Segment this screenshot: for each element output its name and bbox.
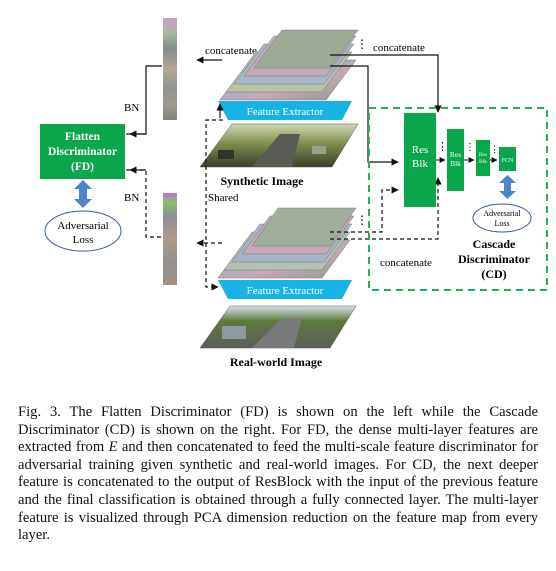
resblk-large-line2: Blk [412, 158, 428, 170]
cd-loss-line1: Adversarial [483, 209, 521, 218]
concat-top-right-label: concatenate [373, 42, 425, 54]
resblk-large [404, 113, 436, 207]
resblk-small-line2: Blk [479, 159, 487, 165]
fd-label-line2: Discriminator [48, 146, 117, 158]
caption-prefix: Fig. 3. The Flatten Discriminator (FD) i… [18, 404, 538, 456]
synthetic-image-label: Synthetic Image [221, 174, 305, 188]
bottom-concat-line [330, 177, 442, 240]
resblk-small [476, 140, 490, 176]
realworld-feature-maps [217, 207, 357, 279]
figure-caption: Fig. 3. The Flatten Discriminator (FD) i… [18, 404, 538, 545]
concat-bottom-label: concatenate [380, 257, 432, 269]
feature-extractor-bottom-label: Feature Extractor [247, 285, 324, 297]
architecture-figure: Flatten Discriminator (FD) Adversarial L… [40, 18, 548, 369]
cd-loss-line2: Loss [494, 219, 509, 228]
resblk-large-dots: ⋮ [437, 141, 448, 153]
synthetic-feature-maps [219, 29, 359, 101]
resblk-medium [447, 129, 464, 191]
bottom-to-resblk [330, 186, 399, 233]
realworld-image [199, 305, 357, 349]
resblk-large-line1: Res [412, 144, 429, 156]
fd-loss-line1: Adversarial [57, 220, 108, 232]
bn-top-connector [126, 65, 162, 135]
fcn-block [499, 147, 516, 171]
resblk-small-line1: Res [479, 152, 487, 158]
cd-label-line2: Discriminator [458, 252, 531, 266]
feature-extractor-top [218, 101, 352, 120]
caption-suffix: and then concatenated to feed the multi-… [18, 439, 538, 544]
concat-feature-strip-bottom [163, 193, 177, 285]
feature-extractor-top-label: Feature Extractor [247, 106, 324, 118]
fd-adversarial-loss [44, 210, 122, 252]
cd-label-line1: Cascade [473, 237, 516, 251]
fd-label-line3: (FD) [71, 161, 94, 173]
fd-label-line1: Flatten [65, 131, 101, 143]
fd-loss-double-arrow [74, 180, 92, 208]
feature-extractor-bottom [218, 280, 352, 299]
resblk-medium-line1: Res [450, 150, 461, 159]
bottom-dots: ⋮ [356, 213, 368, 227]
fcn-label: FCN [502, 158, 514, 164]
fd-box [40, 124, 125, 179]
top-concat-line [330, 54, 442, 113]
bn-bottom-label: BN [124, 192, 139, 204]
top-dots: ⋮ [356, 37, 368, 51]
shared-connector [205, 119, 223, 291]
concat-feature-strip-top [163, 18, 177, 120]
resblk-small-dots: ⋮ [490, 144, 499, 154]
realworld-image-label: Real-world Image [230, 355, 323, 369]
cd-loss-double-arrow [499, 175, 516, 199]
cd-dashed-box [368, 107, 548, 291]
caption-symbol: E [108, 439, 118, 456]
synthetic-image [199, 123, 359, 168]
cd-label-line3: (CD) [481, 267, 506, 281]
shared-label: Shared [208, 192, 239, 204]
concat-top-left-label: concatenate [205, 45, 257, 57]
cd-adversarial-loss [472, 203, 532, 233]
resblk-medium-line2: Blk [450, 159, 461, 168]
bn-top-label: BN [124, 102, 139, 114]
fd-loss-line2: Loss [73, 234, 94, 246]
resblk-medium-dots: ⋮ [465, 142, 475, 153]
